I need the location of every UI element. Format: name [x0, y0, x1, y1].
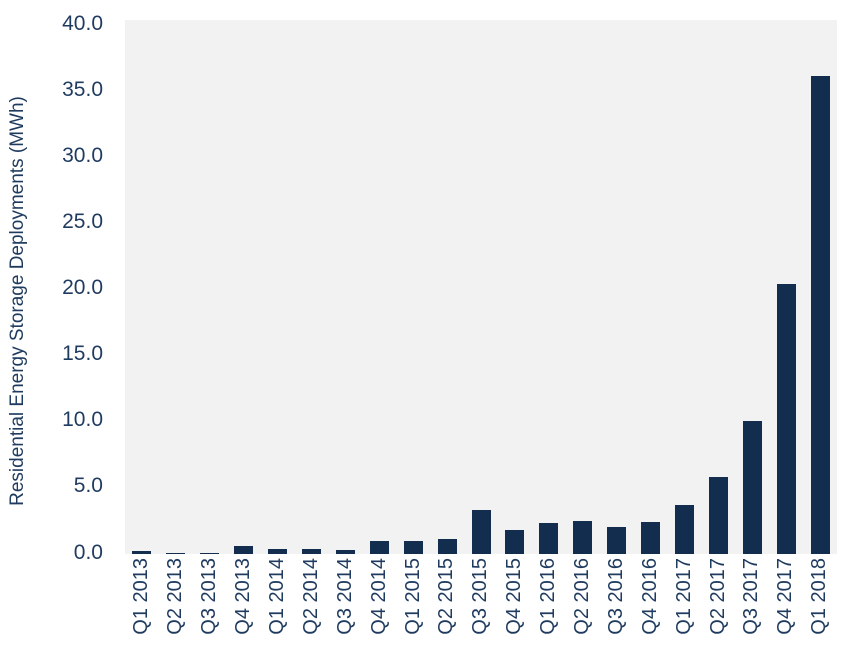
- y-tick-label-40.0: 40.0: [62, 11, 103, 35]
- x-tick-label-q1-2017: Q1 2017: [672, 558, 695, 635]
- x-slot: Q4 2013: [227, 558, 261, 635]
- bar-q3-2017: [742, 420, 762, 554]
- x-slot: Q3 2015: [464, 558, 498, 635]
- bar-q2-2017: [708, 476, 728, 554]
- y-tick-label-30.0: 30.0: [62, 143, 103, 167]
- x-slot: Q4 2014: [362, 558, 396, 635]
- bar-q2-2014: [301, 548, 321, 554]
- x-slot: Q2 2015: [430, 558, 464, 635]
- x-tick-label-q2-2017: Q2 2017: [706, 558, 729, 635]
- x-tick-label-q3-2013: Q3 2013: [198, 558, 221, 635]
- bar-q3-2013: [200, 552, 220, 554]
- bar-q3-2016: [607, 527, 627, 554]
- bar-q4-2015: [505, 529, 525, 554]
- x-tick-label-q4-2015: Q4 2015: [503, 558, 526, 635]
- x-slot: Q1 2013: [125, 558, 159, 635]
- bar-q1-2013: [132, 551, 152, 554]
- x-slot: Q1 2017: [667, 558, 701, 635]
- x-slot: Q1 2014: [261, 558, 295, 635]
- x-slot: Q3 2017: [735, 558, 769, 635]
- x-slot: Q1 2018: [803, 558, 837, 635]
- x-tick-label-q2-2013: Q2 2013: [164, 558, 187, 635]
- bar-q1-2015: [403, 540, 423, 554]
- x-slot: Q4 2015: [498, 558, 532, 635]
- bar-q3-2015: [471, 509, 491, 554]
- x-tick-label-q4-2017: Q4 2017: [774, 558, 797, 635]
- x-tick-label-q1-2015: Q1 2015: [401, 558, 424, 635]
- x-tick-label-q1-2018: Q1 2018: [808, 558, 831, 635]
- x-tick-label-q1-2016: Q1 2016: [537, 558, 560, 635]
- plot-area: [125, 20, 837, 554]
- x-slot: Q4 2017: [769, 558, 803, 635]
- bar-q1-2014: [268, 548, 288, 554]
- x-tick-label-q3-2016: Q3 2016: [604, 558, 627, 635]
- bar-q1-2016: [539, 523, 559, 554]
- x-slot: Q2 2013: [159, 558, 193, 635]
- x-tick-label-q3-2014: Q3 2014: [333, 558, 356, 635]
- x-slot: Q2 2016: [566, 558, 600, 635]
- x-slot: Q1 2015: [396, 558, 430, 635]
- x-slot: Q3 2016: [599, 558, 633, 635]
- x-axis-tick-labels: Q1 2013 Q2 2013 Q3 2013 Q4 2013 Q1 2014 Q2 20…: [125, 558, 837, 635]
- y-tick-label-0.0: 0.0: [73, 540, 103, 564]
- bar-q1-2017: [674, 504, 694, 554]
- bar-q4-2017: [776, 284, 796, 554]
- x-slot: Q2 2017: [701, 558, 735, 635]
- x-tick-label-q2-2015: Q2 2015: [435, 558, 458, 635]
- bar-q2-2016: [573, 520, 593, 554]
- x-tick-label-q1-2013: Q1 2013: [130, 558, 153, 635]
- x-tick-label-q2-2014: Q2 2014: [299, 558, 322, 635]
- x-tick-label-q4-2016: Q4 2016: [638, 558, 661, 635]
- y-tick-label-15.0: 15.0: [62, 342, 103, 366]
- y-tick-label-20.0: 20.0: [62, 276, 103, 299]
- x-slot: Q4 2016: [633, 558, 667, 635]
- x-slot: Q2 2014: [294, 558, 328, 635]
- x-tick-label-q3-2015: Q3 2015: [469, 558, 492, 635]
- bar-q4-2014: [369, 540, 389, 554]
- bar-q3-2014: [335, 550, 355, 554]
- bar-q4-2013: [234, 546, 254, 554]
- x-tick-label-q4-2013: Q4 2013: [232, 558, 255, 635]
- y-tick-label-5.0: 5.0: [73, 474, 103, 498]
- x-tick-label-q3-2017: Q3 2017: [740, 558, 763, 635]
- x-tick-label-q1-2014: Q1 2014: [266, 558, 288, 635]
- bar-q4-2016: [641, 521, 661, 554]
- bar-q1-2018: [810, 76, 830, 554]
- x-slot: Q3 2013: [193, 558, 227, 635]
- bar-q2-2013: [166, 552, 186, 554]
- y-tick-label-25.0: 25.0: [62, 209, 103, 233]
- bar-q2-2015: [437, 539, 457, 554]
- x-slot: Q1 2016: [532, 558, 566, 635]
- y-tick-label-35.0: 35.0: [62, 77, 103, 101]
- x-slot: Q3 2014: [328, 558, 362, 635]
- x-tick-label-q2-2016: Q2 2016: [571, 558, 594, 635]
- y-tick-label-10.0: 10.0: [62, 408, 103, 432]
- x-tick-label-q4-2014: Q4 2014: [367, 558, 390, 635]
